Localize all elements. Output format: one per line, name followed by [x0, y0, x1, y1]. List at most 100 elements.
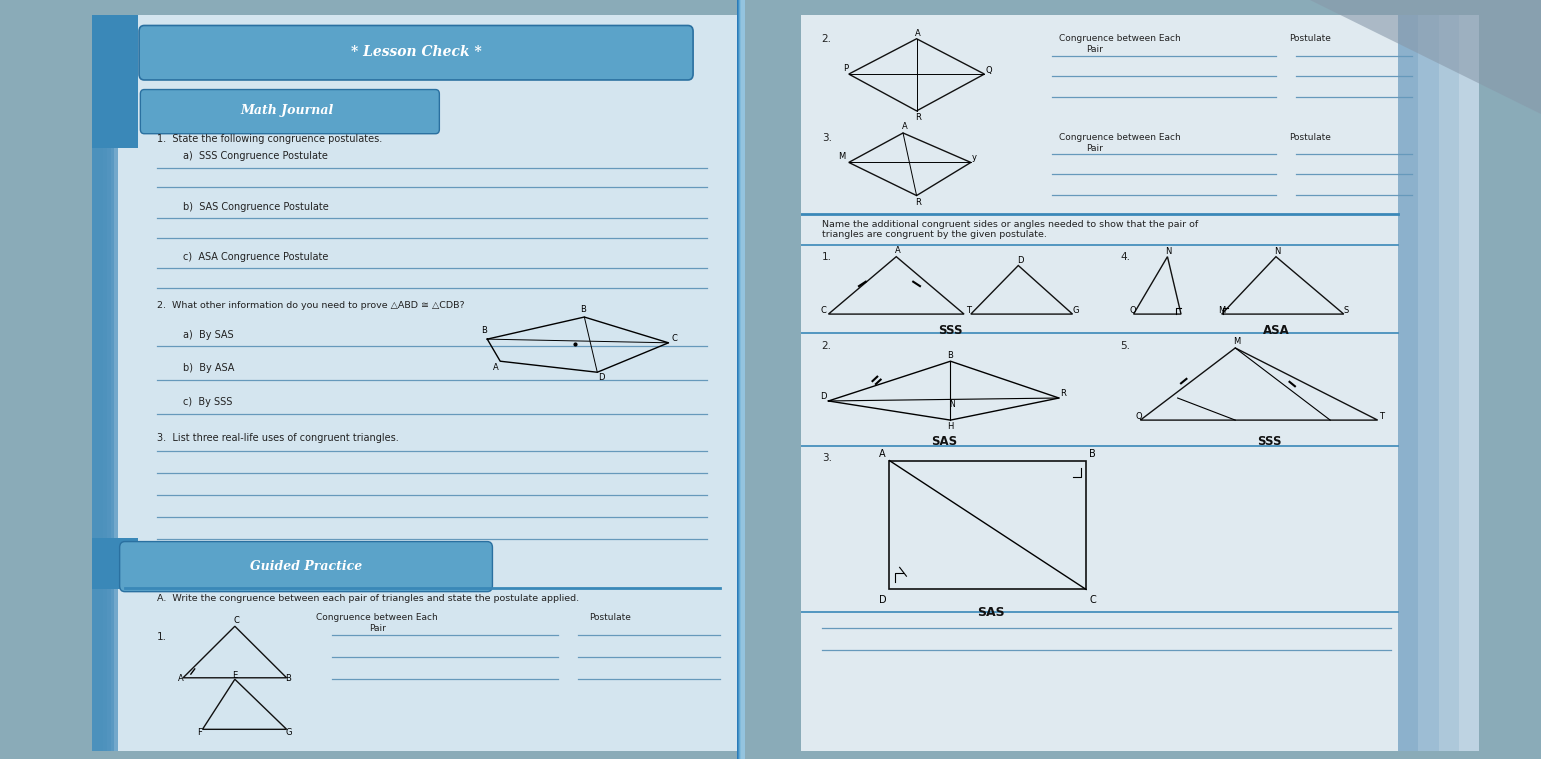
Text: b)  By ASA: b) By ASA	[183, 364, 234, 373]
Text: G: G	[1073, 306, 1079, 315]
Text: D: D	[1017, 256, 1023, 265]
Text: A: A	[915, 29, 922, 38]
FancyBboxPatch shape	[801, 15, 1479, 751]
FancyBboxPatch shape	[140, 90, 439, 134]
Bar	[92, 15, 137, 148]
FancyBboxPatch shape	[120, 542, 493, 592]
Text: C: C	[672, 334, 678, 343]
Bar	[738, 0, 743, 759]
Text: R: R	[915, 198, 922, 207]
Bar	[740, 0, 743, 759]
Bar	[92, 15, 114, 751]
Text: Math Journal: Math Journal	[240, 105, 333, 118]
Text: T: T	[966, 306, 971, 315]
Text: a)  SSS Congruence Postulate: a) SSS Congruence Postulate	[183, 151, 328, 162]
Bar	[92, 15, 119, 751]
Text: A: A	[880, 449, 886, 459]
Bar	[738, 0, 743, 759]
Text: H: H	[948, 422, 954, 431]
Bar	[737, 0, 741, 759]
Text: 2.: 2.	[821, 341, 832, 351]
Text: B: B	[481, 326, 487, 335]
Text: 4.: 4.	[1120, 252, 1130, 263]
Bar	[738, 0, 743, 759]
Text: C: C	[234, 616, 239, 625]
Bar	[92, 15, 111, 751]
Bar	[92, 15, 103, 751]
Bar	[738, 0, 743, 759]
Text: SAS: SAS	[977, 606, 1005, 619]
Text: 5.: 5.	[1120, 341, 1130, 351]
Text: Postulate: Postulate	[1290, 33, 1331, 43]
Text: T: T	[1379, 411, 1384, 420]
Bar	[737, 0, 741, 759]
Text: c)  ASA Congruence Postulate: c) ASA Congruence Postulate	[183, 252, 328, 263]
Text: Postulate: Postulate	[1290, 133, 1331, 142]
Text: ASA: ASA	[1262, 324, 1290, 338]
Bar	[92, 15, 106, 751]
Text: B: B	[285, 675, 291, 683]
Bar	[1398, 15, 1418, 751]
Text: O: O	[1130, 306, 1136, 315]
Text: Congruence between Each: Congruence between Each	[1059, 33, 1180, 43]
Bar	[741, 0, 744, 759]
Text: Pair: Pair	[1086, 144, 1103, 153]
Bar	[741, 0, 744, 759]
FancyBboxPatch shape	[139, 26, 693, 80]
Text: C: C	[820, 306, 826, 315]
Text: * Lesson Check *: * Lesson Check *	[351, 45, 481, 59]
Text: 3.: 3.	[821, 133, 832, 143]
Text: N: N	[949, 400, 955, 409]
Text: a)  By SAS: a) By SAS	[183, 329, 234, 339]
Text: 2.: 2.	[821, 33, 832, 43]
Bar	[1439, 15, 1459, 751]
FancyBboxPatch shape	[92, 15, 740, 751]
Text: D: D	[598, 373, 606, 382]
Bar	[740, 0, 744, 759]
Bar	[740, 0, 744, 759]
Text: SSS: SSS	[938, 324, 963, 338]
Text: Guided Practice: Guided Practice	[250, 560, 362, 573]
Text: C: C	[1089, 595, 1096, 605]
Text: 3.: 3.	[821, 453, 832, 463]
Bar	[92, 538, 137, 590]
Text: y: y	[972, 153, 977, 162]
Text: 1.: 1.	[157, 632, 166, 642]
Text: R: R	[915, 113, 922, 121]
Text: Congruence between Each: Congruence between Each	[316, 613, 438, 622]
Text: M: M	[838, 153, 846, 162]
Text: P: P	[843, 64, 849, 73]
Text: N: N	[1165, 247, 1171, 256]
Text: A: A	[901, 121, 908, 131]
Bar	[1459, 15, 1479, 751]
Text: SAS: SAS	[931, 435, 957, 448]
Text: D: D	[820, 392, 828, 402]
Text: M: M	[1217, 306, 1225, 315]
Bar	[740, 0, 743, 759]
Text: SSS: SSS	[1257, 435, 1282, 448]
Text: Q: Q	[1136, 411, 1142, 420]
Text: A: A	[895, 246, 900, 255]
Text: N: N	[1274, 247, 1281, 256]
Text: M: M	[1233, 337, 1241, 346]
Text: Postulate: Postulate	[589, 613, 632, 622]
Text: R: R	[1060, 389, 1066, 398]
Text: A: A	[177, 675, 183, 683]
Polygon shape	[1310, 0, 1541, 114]
Text: A: A	[493, 363, 498, 372]
Bar	[738, 0, 743, 759]
Text: S: S	[1344, 306, 1348, 315]
Bar	[738, 0, 741, 759]
Bar	[738, 0, 741, 759]
Text: G: G	[285, 728, 291, 737]
Text: b)  SAS Congruence Postulate: b) SAS Congruence Postulate	[183, 202, 328, 213]
Text: Name the additional congruent sides or angles needed to show that the pair of
tr: Name the additional congruent sides or a…	[821, 220, 1197, 239]
Bar	[1418, 15, 1439, 751]
Text: Pair: Pair	[1086, 45, 1103, 54]
Text: 2.  What other information do you need to prove △ABD ≅ △CDB?: 2. What other information do you need to…	[157, 301, 465, 310]
Text: B: B	[948, 351, 952, 361]
Text: Pair: Pair	[368, 624, 385, 633]
Text: F: F	[197, 728, 202, 737]
Bar	[737, 0, 741, 759]
Text: D: D	[880, 595, 888, 605]
